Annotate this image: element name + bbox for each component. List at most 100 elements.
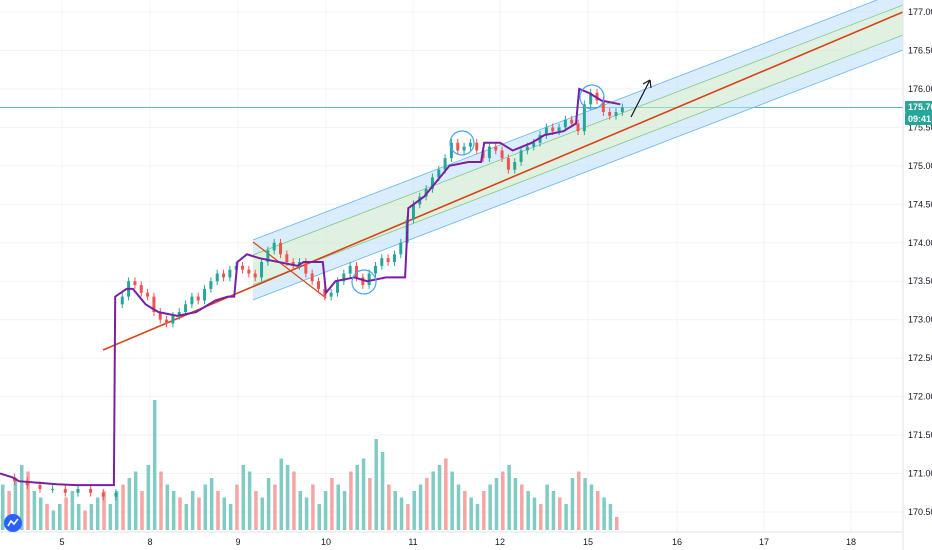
volume-bar	[178, 497, 182, 530]
candle-body	[304, 262, 308, 274]
volume-bar	[349, 471, 353, 530]
candle-body	[158, 312, 162, 320]
candle-body	[342, 273, 346, 282]
candle-body	[215, 273, 219, 282]
volume-bar	[127, 478, 132, 530]
candle-body	[456, 142, 460, 151]
candle-body	[373, 265, 377, 274]
volume-bar	[102, 491, 106, 530]
volume-bar	[520, 484, 524, 530]
volume-bar	[45, 504, 49, 530]
volume-bar	[361, 458, 366, 530]
x-tick-label: 5	[59, 537, 64, 547]
candle-body	[430, 177, 434, 189]
volume-bar	[368, 478, 372, 530]
time-axis[interactable]: 5 8 9 10 11 12 15 16 17 18	[0, 531, 903, 547]
candle-body	[139, 285, 143, 293]
volume-bar	[393, 491, 397, 530]
volume-bar	[545, 484, 549, 530]
candle-body	[392, 254, 396, 262]
y-tick-label: 176.50	[908, 45, 932, 55]
candle-body	[519, 150, 523, 162]
candle-body	[443, 158, 447, 170]
volume-bar	[323, 491, 328, 530]
volume-bar	[431, 471, 435, 530]
candle-body	[222, 273, 226, 278]
volume-bar	[418, 484, 423, 530]
candle-body	[171, 315, 175, 324]
volume-bar	[298, 491, 303, 530]
candle-body	[241, 265, 245, 270]
volume-bar	[184, 504, 189, 530]
volume-bar	[1, 484, 5, 530]
volume-bar	[311, 484, 315, 530]
candle-body	[589, 92, 593, 105]
candle-body	[475, 142, 479, 151]
last-price-label: 175.76	[905, 101, 932, 113]
logo-icon	[7, 518, 19, 527]
candle-body	[513, 162, 517, 170]
candle-body	[437, 169, 441, 178]
volume-bar	[412, 491, 416, 530]
candle-body	[120, 296, 124, 305]
volume-bar	[64, 497, 68, 530]
candle-body	[190, 296, 194, 305]
candle-body	[209, 281, 213, 289]
candle-body	[38, 485, 42, 489]
candle-body	[399, 242, 403, 255]
volume-bar	[570, 478, 575, 530]
volume-bar	[596, 491, 600, 530]
volume-bar	[437, 465, 442, 530]
vwap-line	[0, 87, 621, 487]
candle-body	[367, 273, 371, 286]
y-tick-label: 172.50	[908, 353, 932, 363]
volume-bar	[342, 491, 347, 530]
candle-body	[354, 265, 358, 278]
volume-bar	[279, 458, 284, 530]
volume-bar	[406, 504, 410, 530]
volume-bar	[95, 497, 100, 530]
volume-bar	[121, 484, 125, 530]
volume-bar	[209, 478, 214, 530]
volume-bar	[456, 484, 461, 530]
volume-bar	[450, 471, 454, 530]
y-tick-label: 173.00	[908, 315, 932, 325]
volume-bar	[51, 510, 56, 530]
price-axis[interactable]: 177.00 176.50 176.00 175.50 175.00 174.50 174.…	[908, 7, 932, 517]
volume-bar	[266, 478, 271, 530]
candle-body	[317, 281, 320, 289]
volume-bar	[19, 465, 24, 530]
volume-bar	[83, 510, 87, 530]
volume-bar	[241, 465, 246, 530]
volume-bar	[551, 491, 556, 530]
volume-bar	[380, 452, 385, 530]
volume-bar	[254, 491, 258, 530]
candle-body	[228, 269, 232, 278]
y-tick-label: 171.00	[908, 469, 932, 479]
candle-body	[608, 112, 612, 116]
volume-bar	[190, 491, 195, 530]
volume-bar	[165, 484, 170, 530]
y-tick-label: 171.50	[908, 430, 932, 440]
candle-body	[525, 146, 529, 151]
volume-bar	[355, 465, 359, 530]
y-tick-label: 175.00	[908, 161, 932, 171]
candle-body	[614, 112, 618, 116]
volume-bar	[114, 491, 119, 530]
tradingview-logo[interactable]	[4, 514, 22, 532]
volume-bar	[488, 484, 492, 530]
volume-bar	[494, 478, 499, 530]
highlight-circle	[351, 269, 377, 295]
candle-body	[89, 488, 93, 493]
candle-body	[133, 281, 137, 286]
channel-edge	[252, 49, 904, 301]
x-tick-label: 18	[846, 537, 856, 547]
volume-bar	[444, 458, 448, 530]
candle-body	[462, 146, 466, 151]
candle-body	[279, 242, 283, 255]
candle-body	[323, 288, 327, 297]
candle-body	[101, 492, 105, 497]
candle-body	[329, 292, 333, 297]
candle-body	[468, 142, 472, 147]
